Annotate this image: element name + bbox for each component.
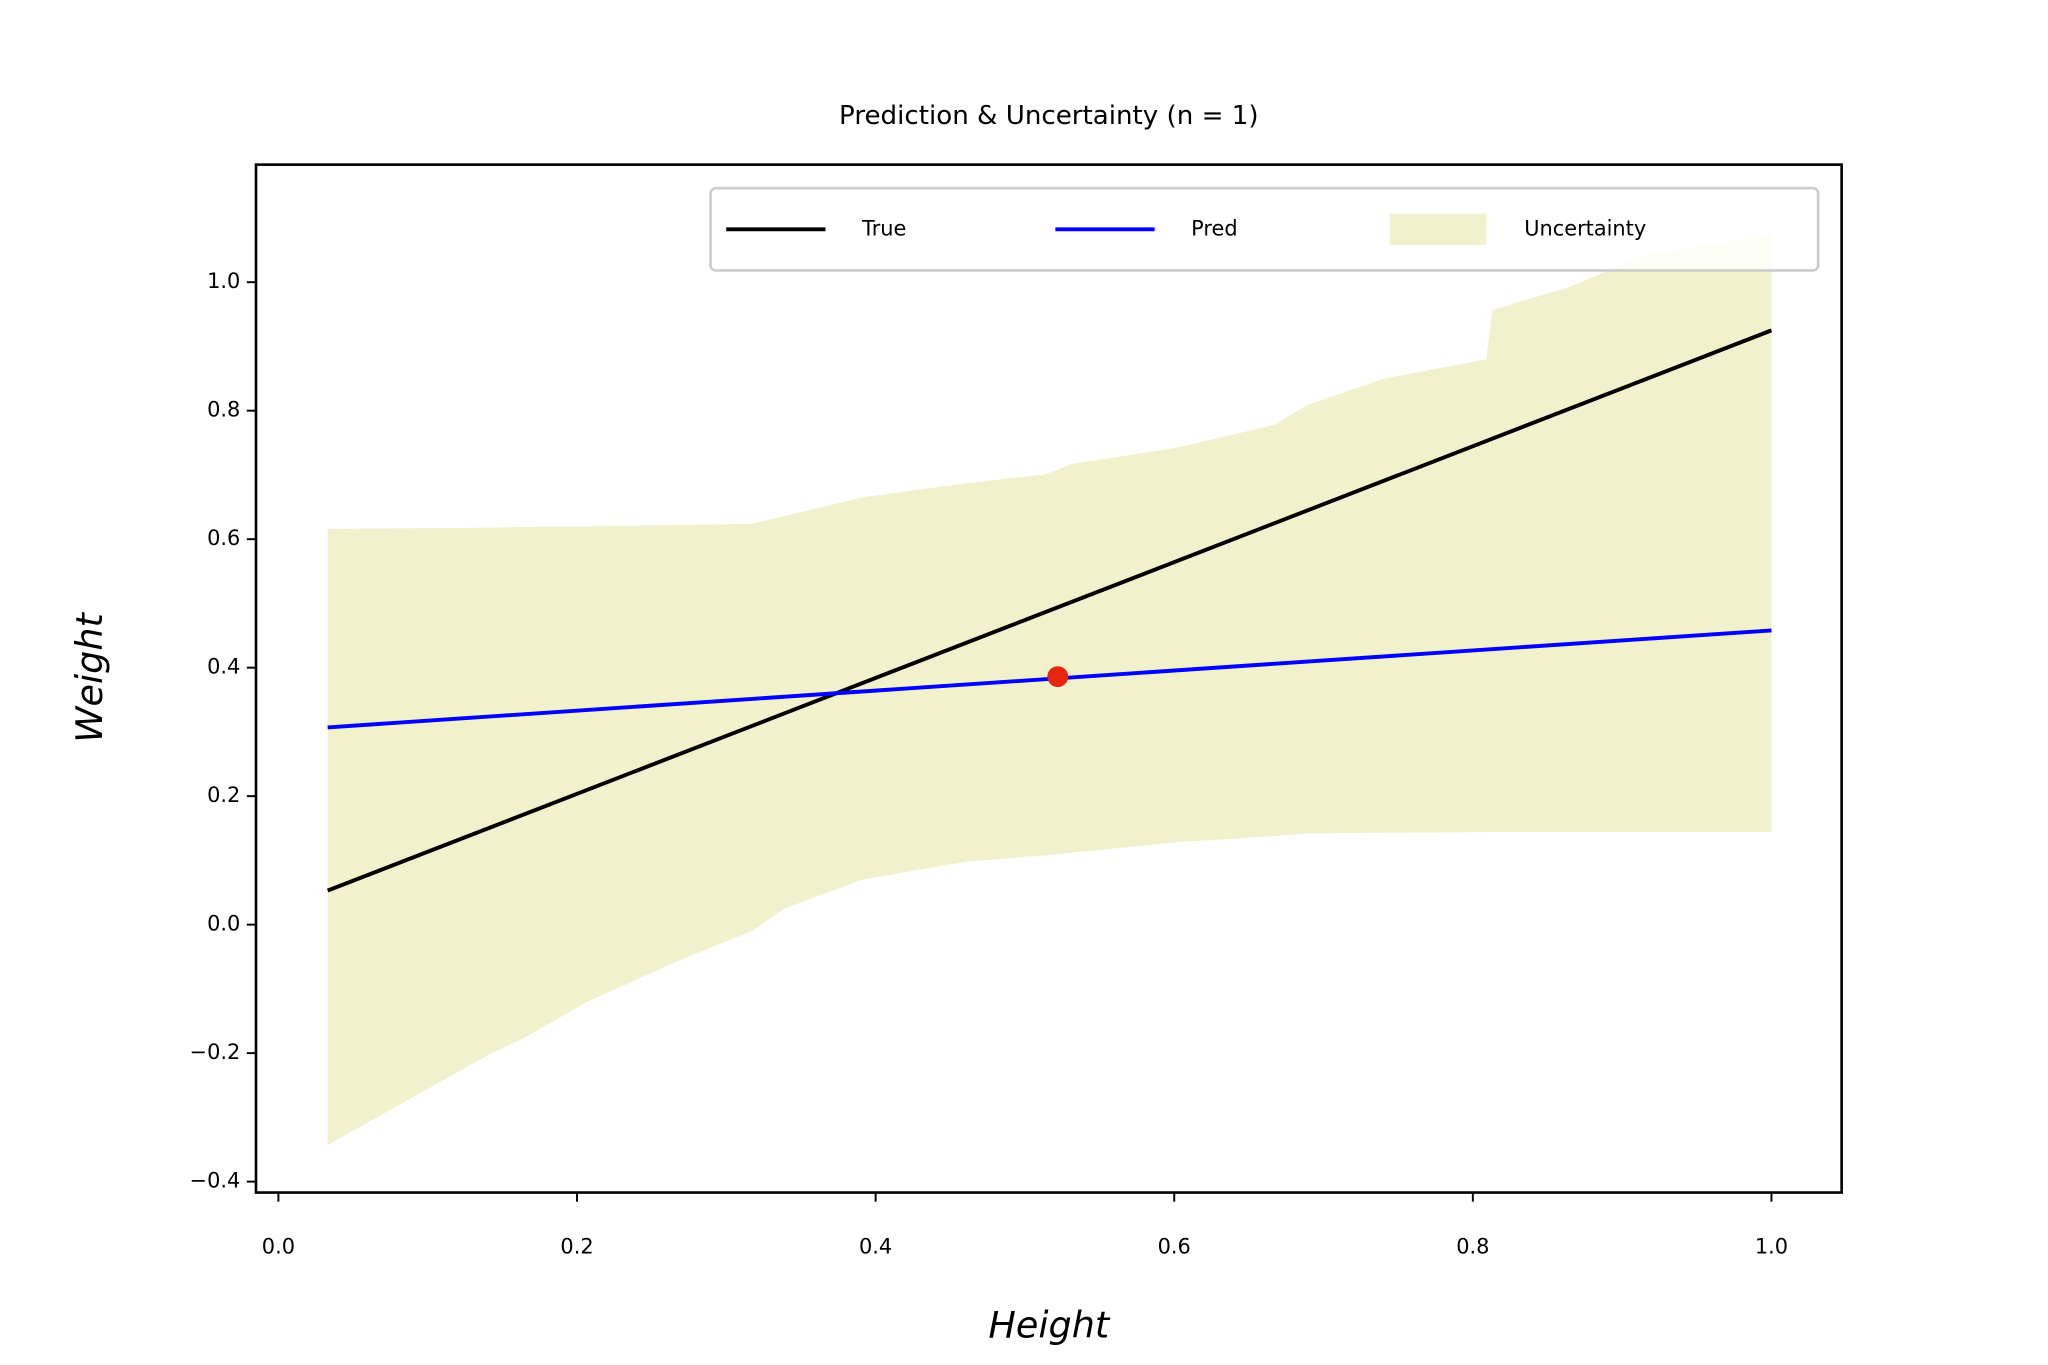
y-tick-label: −0.2: [190, 1040, 241, 1064]
y-tick-label: 0.6: [207, 526, 240, 550]
x-tick-label: 1.0: [1755, 1234, 1788, 1258]
x-tick-label: 0.6: [1158, 1234, 1191, 1258]
data-point: [1047, 666, 1069, 688]
legend-label: True: [861, 216, 906, 240]
x-tick-label: 0.0: [262, 1234, 295, 1258]
x-tick-label: 0.8: [1456, 1234, 1489, 1258]
plot-frame: [254, 163, 1843, 1194]
y-tick-label: 0.4: [207, 655, 240, 679]
uncertainty-band: [327, 235, 1772, 1145]
legend-swatch: [1389, 213, 1487, 245]
x-tick-label: 0.4: [859, 1234, 892, 1258]
legend-label: Pred: [1191, 216, 1237, 240]
legend-label: Uncertainty: [1524, 216, 1646, 240]
x-tick-label: 0.2: [560, 1234, 593, 1258]
y-tick-label: −0.4: [190, 1169, 241, 1193]
y-tick-label: 0.8: [207, 398, 240, 422]
y-axis-label: Weight: [68, 612, 111, 743]
chart-title: Prediction & Uncertainty (n = 1): [839, 101, 1259, 131]
y-tick-label: 0.0: [207, 912, 240, 936]
series-line: [326, 328, 1773, 893]
y-tick-label: 1.0: [207, 269, 240, 293]
y-tick-label: 0.2: [207, 783, 240, 807]
x-axis-label: Height: [988, 1304, 1111, 1347]
legend-box: [709, 186, 1820, 272]
